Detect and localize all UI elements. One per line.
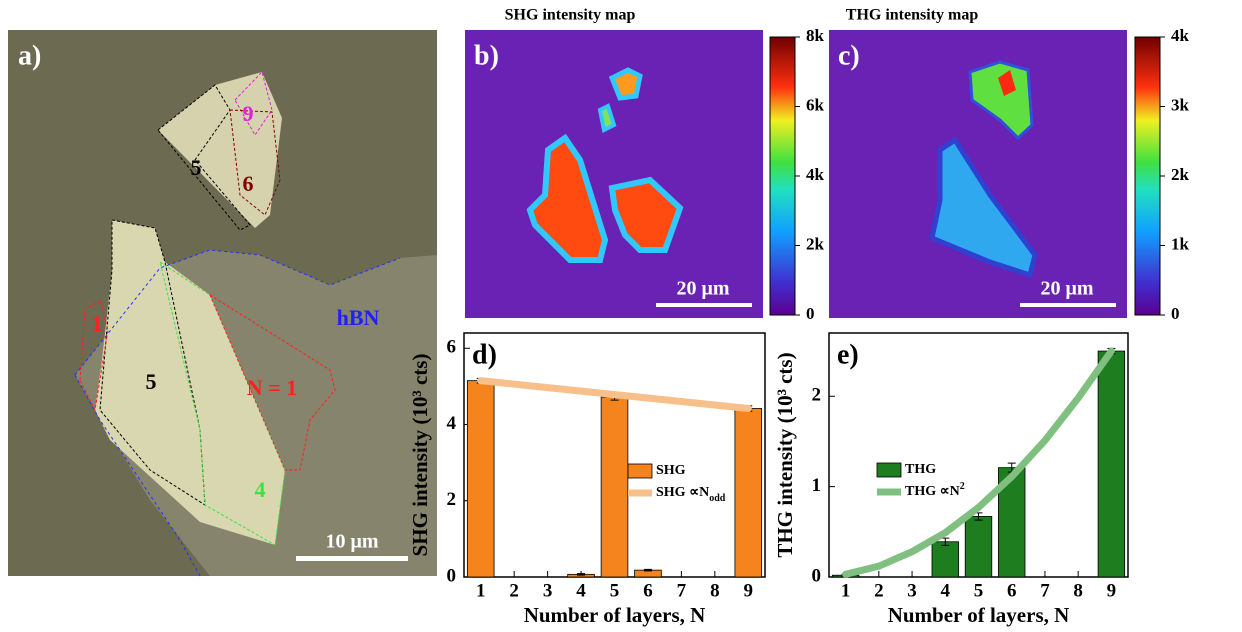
bar <box>600 396 629 578</box>
x-tick-label: 2 <box>874 580 884 601</box>
panel-label: c) <box>838 40 860 71</box>
scale-bar-label: 20 μm <box>1041 278 1094 300</box>
map-title: SHG intensity map <box>505 7 636 24</box>
colorbar <box>1134 36 1161 316</box>
y-axis-label: SHG intensity (10³ cts) <box>408 354 432 557</box>
colorbar-tick-label: 4k <box>806 165 825 184</box>
x-tick-label: 5 <box>974 580 984 601</box>
legend-subscript: odd <box>709 493 726 504</box>
scale-bar-label: 10 μm <box>326 531 379 553</box>
fit-line <box>842 347 1115 578</box>
y-tick-label: 4 <box>447 413 457 434</box>
x-tick-label: 9 <box>1107 580 1117 601</box>
micrograph: a) 9 5 6 1 5 N = 1 hBN 4 10 μm <box>8 30 437 577</box>
x-tick-label: 1 <box>841 580 851 601</box>
annotation: 1 <box>92 311 103 336</box>
y-tick-label: 0 <box>447 565 457 586</box>
x-tick-label: 5 <box>610 580 620 601</box>
colorbar-tick-label: 6k <box>806 95 825 114</box>
bar <box>931 541 959 578</box>
legend-label: THG ∝N2 <box>905 481 965 499</box>
legend-swatch <box>876 462 902 478</box>
x-tick-label: 8 <box>1073 580 1083 601</box>
colorbar-tick-label: 8k <box>806 26 825 45</box>
x-tick-label: 7 <box>1040 580 1050 601</box>
annotation: 5 <box>146 369 157 394</box>
x-tick-label: 6 <box>1007 580 1017 601</box>
bar <box>466 380 495 578</box>
legend-name: SHG ∝N <box>656 485 709 500</box>
panel-label: d) <box>472 339 497 370</box>
y-axis-label: THG intensity (10³ cts) <box>773 352 797 557</box>
annotation: 4 <box>255 477 266 502</box>
x-tick-label: 4 <box>941 580 951 601</box>
bar <box>998 467 1026 578</box>
x-axis-label: Number of layers, N <box>888 603 1070 627</box>
y-tick-label: 1 <box>812 475 822 496</box>
colorbar-tick-label: 0 <box>1171 304 1180 323</box>
scale-bar-label: 20 μm <box>677 278 730 300</box>
x-axis-label: Number of layers, N <box>524 603 706 627</box>
colorbar-tick-label: 1k <box>1171 234 1190 253</box>
x-tick-label: 8 <box>710 580 720 601</box>
colorbar-tick-label: 2k <box>1171 165 1190 184</box>
legend-label: THG <box>905 462 936 477</box>
colorbar <box>769 36 796 316</box>
y-tick-label: 0 <box>812 565 822 586</box>
y-tick-label: 2 <box>447 489 457 510</box>
x-tick-label: 3 <box>907 580 917 601</box>
bar <box>734 408 763 578</box>
panel-label: a) <box>18 40 41 71</box>
annotation: N = 1 <box>247 375 297 400</box>
panel-label: e) <box>837 339 859 370</box>
colorbar-tick-label: 4k <box>1171 26 1190 45</box>
bar <box>1097 350 1126 578</box>
x-tick-label: 1 <box>476 580 486 601</box>
annotation: 9 <box>243 101 254 126</box>
legend-name: THG ∝N <box>905 484 960 499</box>
thg-map: THG intensity map 20 μm c) <box>829 7 1161 318</box>
x-tick-label: 6 <box>643 580 653 601</box>
map-title: THG intensity map <box>846 7 979 24</box>
x-tick-label: 3 <box>543 580 553 601</box>
annotation: 5 <box>191 155 202 180</box>
colorbar-tick-label: 0 <box>806 304 815 323</box>
x-tick-label: 4 <box>576 580 586 601</box>
y-tick-label: 6 <box>447 337 457 358</box>
legend-swatch <box>627 463 653 479</box>
colorbar-tick-label: 2k <box>806 234 825 253</box>
bar <box>964 516 993 578</box>
fit-line <box>477 377 752 412</box>
x-tick-label: 7 <box>677 580 687 601</box>
annotation: hBN <box>337 305 380 330</box>
shg-map: SHG intensity map 20 μm b) <box>465 7 796 318</box>
legend-superscript: 2 <box>960 481 965 492</box>
colorbar-tick-label: 3k <box>1171 95 1190 114</box>
annotation: 6 <box>243 171 254 196</box>
error-bar <box>577 573 586 576</box>
legend-label: SHG ∝Nodd <box>656 485 726 504</box>
y-tick-label: 2 <box>812 385 822 406</box>
panel-label: b) <box>474 40 499 71</box>
error-bar <box>643 568 652 572</box>
legend-label: SHG <box>656 463 686 478</box>
x-tick-label: 2 <box>509 580 519 601</box>
x-tick-label: 9 <box>744 580 754 601</box>
